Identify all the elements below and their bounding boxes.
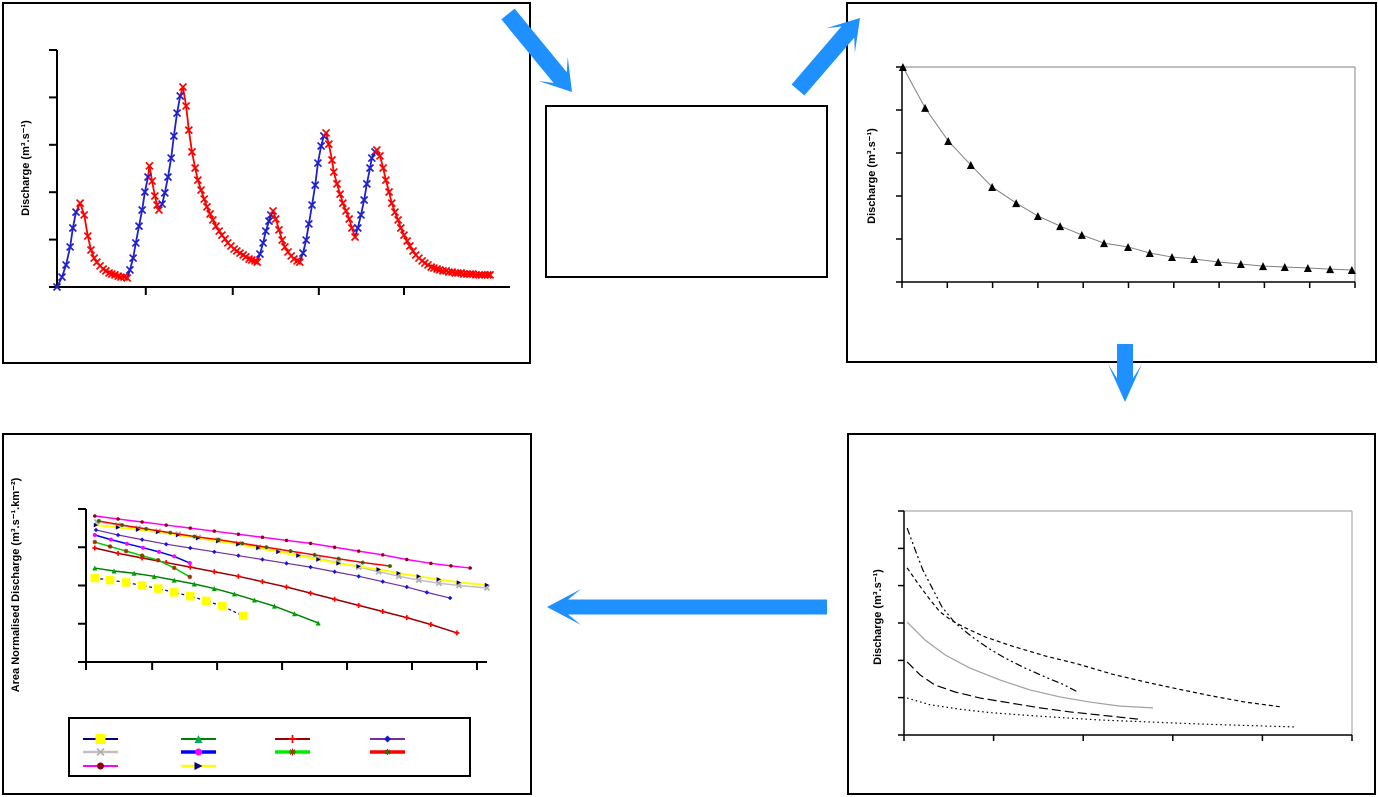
individual-recessions-y-axis-label: Discharge (m³.s⁻¹) [872, 569, 884, 665]
panel-hydrograph [2, 2, 531, 364]
legend-box [68, 717, 471, 777]
panel-single-recession [846, 2, 1377, 363]
master-recessions-y-axis-label: Area Normalised Discharge (m³.s⁻¹.km⁻²) [10, 477, 22, 693]
hydrograph-y-axis-label: Discharge (m³.s⁻¹) [20, 120, 32, 216]
panel-individual-recessions [847, 433, 1376, 795]
single-recession-y-axis-label: Discharge (m³.s⁻¹) [866, 128, 878, 224]
arrow-individual-to-master [547, 589, 827, 625]
method-box [545, 105, 828, 278]
